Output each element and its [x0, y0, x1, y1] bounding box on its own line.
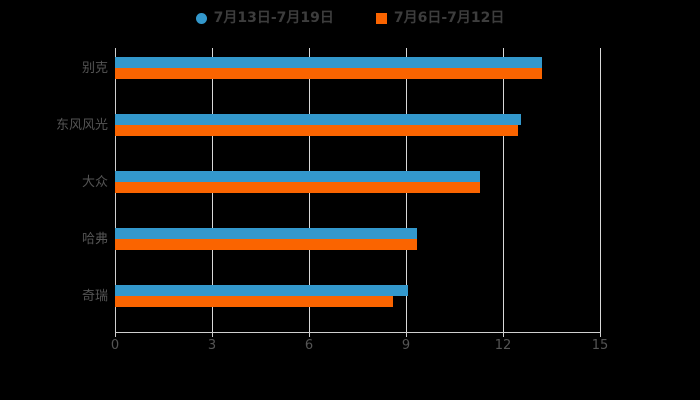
chart-legend: 7月13日-7月19日 7月6日-7月12日 [0, 6, 700, 30]
y-axis-label: 大众 [81, 175, 108, 190]
legend-square-marker-orange [375, 12, 387, 24]
bar-group [115, 227, 600, 250]
legend-label-series-0: 7月13日-7月19日 [213, 10, 334, 26]
plot-area [115, 48, 601, 332]
gridline-x-15 [600, 48, 601, 332]
legend-label-series-1: 7月6日-7月12日 [393, 10, 505, 26]
x-axis-tick-label: 9 [401, 338, 411, 353]
legend-entry-series-0[interactable]: 7月13日-7月19日 [195, 10, 334, 26]
x-axis-tick [503, 332, 504, 337]
x-axis-tick [212, 332, 213, 337]
bar[interactable] [115, 171, 481, 182]
gridline-x-12 [503, 48, 504, 332]
x-axis-line [115, 332, 601, 333]
bar-group [115, 171, 600, 193]
bar[interactable] [115, 227, 418, 239]
bar-group [115, 57, 600, 80]
x-axis-tick-label: 6 [304, 338, 314, 353]
legend-circle-marker-blue [195, 12, 207, 24]
bar[interactable] [115, 182, 481, 193]
x-axis-tick [600, 332, 601, 337]
x-axis-tick-label: 0 [110, 338, 120, 353]
bar[interactable] [115, 284, 408, 296]
bar[interactable] [115, 238, 418, 250]
y-axis-label: 东风风光 [55, 118, 108, 134]
bar-group [115, 114, 600, 137]
y-axis-labels: 别克东风风光大众哈弗奇瑞 [0, 48, 108, 332]
y-axis-label: 哈弗 [81, 231, 108, 247]
bar[interactable] [115, 114, 521, 126]
legend-entry-series-1[interactable]: 7月6日-7月12日 [375, 10, 505, 26]
x-axis-tick [115, 332, 116, 337]
x-axis-tick [309, 332, 310, 337]
y-axis-label: 别克 [81, 61, 108, 77]
bar[interactable] [115, 57, 542, 69]
bar[interactable] [115, 68, 542, 80]
bar[interactable] [115, 125, 518, 137]
x-axis-tick-label: 15 [591, 338, 609, 353]
x-axis-tick [406, 332, 407, 337]
bar-group [115, 284, 600, 307]
bar[interactable] [115, 295, 394, 307]
x-axis-tick-label: 3 [207, 338, 217, 353]
y-axis-label: 奇瑞 [81, 288, 108, 304]
x-axis-tick-label: 12 [494, 338, 512, 353]
